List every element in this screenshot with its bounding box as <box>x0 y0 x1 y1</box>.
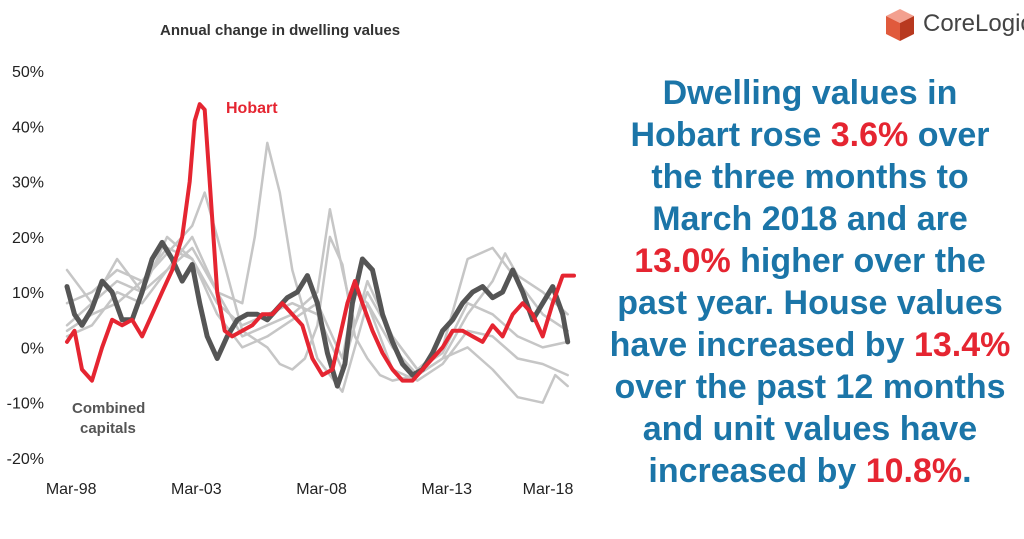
y-tick-label: 50% <box>12 64 44 81</box>
y-tick-label: 30% <box>12 175 44 192</box>
corelogic-logo <box>880 6 1020 46</box>
headline-part-2: over the three months to March 2018 and … <box>651 116 990 238</box>
y-tick-label: 40% <box>12 119 44 136</box>
logo-wordmark: CoreLogic <box>923 10 1024 37</box>
logo-text: CoreLogic® <box>923 10 1024 38</box>
x-axis-ticks: Mar-98 Mar-03 Mar-08 Mar-13 Mar-18 <box>46 481 574 498</box>
x-tick-label: Mar-18 <box>523 481 574 498</box>
headline-highlight-2: 13.0% <box>634 242 731 280</box>
y-tick-label: -20% <box>7 451 44 468</box>
y-tick-label: -10% <box>7 396 44 413</box>
annotation-capitals: capitals <box>80 420 136 437</box>
headline-part-4: over the past 12 months and unit values … <box>614 368 1006 490</box>
y-tick-label: 20% <box>12 230 44 247</box>
x-tick-label: Mar-03 <box>171 481 222 498</box>
series-line-combined-capitals <box>64 239 571 389</box>
headline-highlight-4: 10.8% <box>865 452 963 490</box>
series-line-hobart <box>65 102 576 383</box>
series-line-city-5 <box>65 207 569 371</box>
y-tick-label: 0% <box>21 340 44 357</box>
headline-part-5: . <box>962 452 972 490</box>
series-layer <box>64 102 576 404</box>
headline-text: Dwelling values in Hobart rose 3.6% over… <box>606 72 1014 492</box>
x-tick-label: Mar-98 <box>46 481 97 498</box>
series-line-city-4 <box>65 246 569 377</box>
headline-part-3: higher over the past year. House values … <box>609 242 1003 364</box>
cube-icon <box>886 9 914 41</box>
y-tick-label: 10% <box>12 285 44 302</box>
y-axis-ticks: 50% 40% 30% 20% 10% 0% -10% -20% <box>7 64 44 468</box>
series-line-city-3 <box>65 141 569 393</box>
headline-highlight-3: 13.4% <box>913 326 1011 364</box>
x-tick-label: Mar-08 <box>296 481 347 498</box>
headline-part-1: Dwelling values in Hobart rose <box>630 74 958 154</box>
annotation-hobart: Hobart <box>226 100 278 117</box>
x-tick-label: Mar-13 <box>421 481 472 498</box>
annotation-combined: Combined <box>72 400 145 417</box>
headline-highlight-1: 3.6% <box>830 116 909 154</box>
chart-title: Annual change in dwelling values <box>160 22 401 39</box>
line-chart: 50%40%30%20%10%0%-10%-20% Mar-98 Mar-03 Ma… <box>7 64 576 498</box>
